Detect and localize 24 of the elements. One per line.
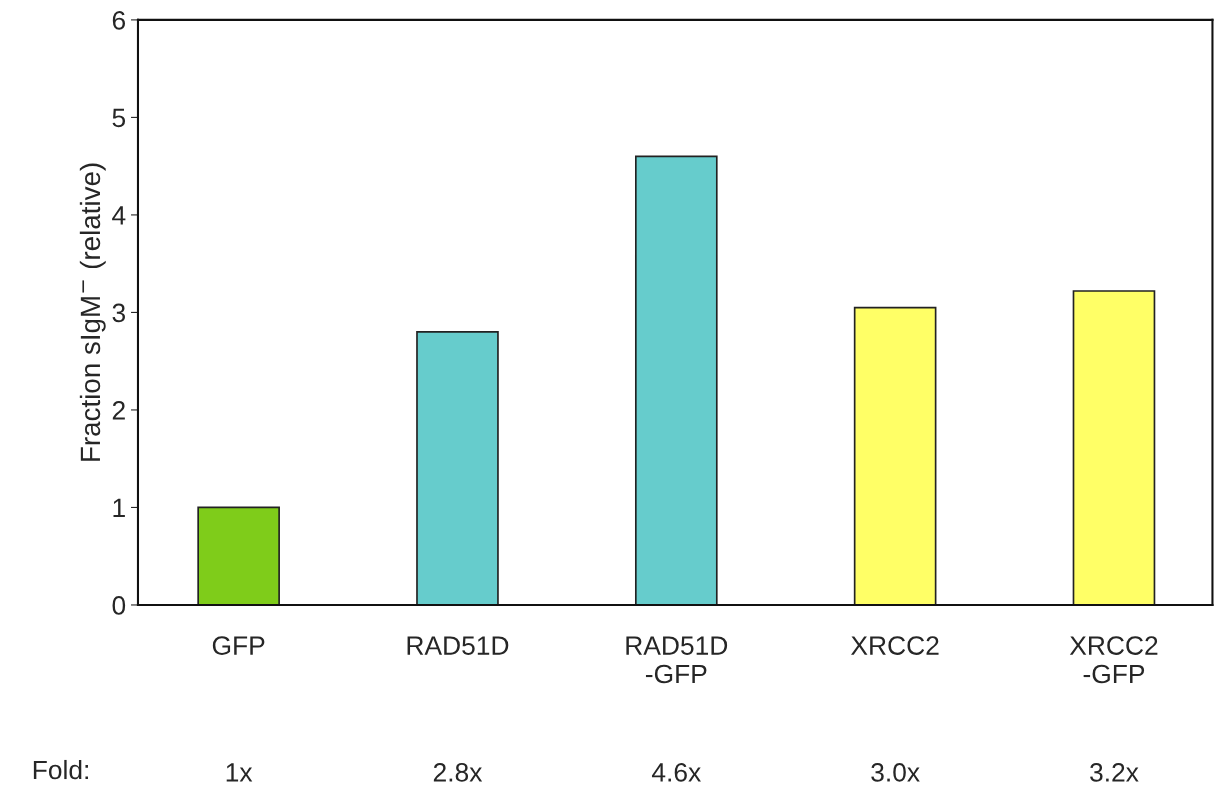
- y-tick-label: 0: [112, 596, 126, 615]
- bar: [853, 306, 937, 605]
- x-tick-label: XRCC2 -GFP: [1069, 636, 1158, 684]
- bar: [197, 506, 280, 605]
- y-axis-title: Fraction sIgM$^{−}$ (relative): [79, 163, 106, 461]
- y-tick-label: 2: [112, 401, 125, 420]
- data-label: 1x: [226, 763, 253, 782]
- data-label: 4.6x: [651, 763, 701, 782]
- bar: [634, 155, 718, 605]
- y-tick-label: 4: [112, 206, 126, 225]
- y-tick-label: 6: [112, 11, 126, 30]
- y-tick-label: 1: [113, 498, 125, 518]
- data-label: 2.8x: [433, 763, 483, 782]
- bar: [1072, 290, 1156, 605]
- text: Fold:: [33, 759, 88, 780]
- x-tick-label: RAD51D -GFP: [626, 636, 728, 684]
- x-tick-label: RAD51D: [407, 636, 509, 655]
- y-tick-label: 3: [112, 303, 126, 323]
- data-label: 3.2x: [1090, 763, 1139, 782]
- bar: [416, 331, 499, 605]
- data-label: 3.0x: [871, 763, 920, 782]
- y-tick-label: 5: [112, 108, 126, 128]
- x-tick-label: GFP: [212, 636, 265, 655]
- x-tick-label: XRCC2: [851, 636, 939, 655]
